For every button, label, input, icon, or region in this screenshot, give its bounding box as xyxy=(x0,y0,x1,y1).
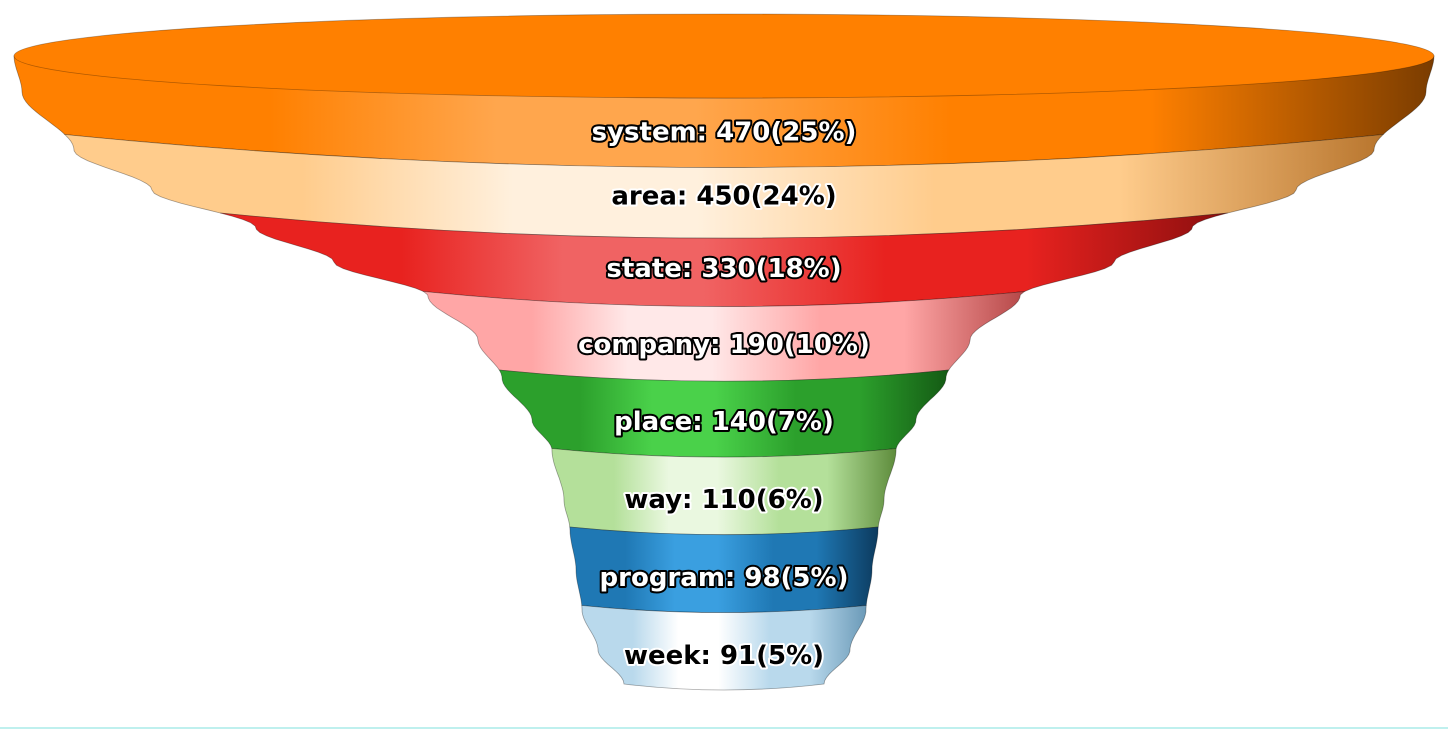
bottom-border-line xyxy=(0,727,1448,729)
funnel-segment-program xyxy=(569,526,879,613)
funnel-segment-way xyxy=(551,448,897,536)
funnel-labels: system: 470(25%) area: 450(24%) state: 330… xyxy=(576,116,872,673)
funnel-segment-week xyxy=(581,605,867,691)
funnel-label-week: week: 91(5%) xyxy=(624,641,824,671)
funnel-segment-company xyxy=(422,290,1026,382)
funnel-top-rim xyxy=(13,13,1435,99)
funnel-segment-place xyxy=(498,369,950,458)
funnel-label-company: company: 190(10%) xyxy=(578,330,870,360)
funnel-segment-state xyxy=(220,212,1228,307)
funnel-segment-area xyxy=(63,133,1385,239)
funnel-label-state: state: 330(18%) xyxy=(606,254,841,284)
funnel-label-program: program: 98(5%) xyxy=(600,563,849,593)
funnel-label-system: system: 470(25%) xyxy=(592,118,857,148)
funnel-rim xyxy=(13,13,1435,99)
funnel-label-place: place: 140(7%) xyxy=(614,407,834,437)
funnel-label-way: way: 110(6%) xyxy=(624,485,823,515)
funnel-segments xyxy=(13,55,1435,691)
funnel-label-area: area: 450(24%) xyxy=(611,181,836,211)
